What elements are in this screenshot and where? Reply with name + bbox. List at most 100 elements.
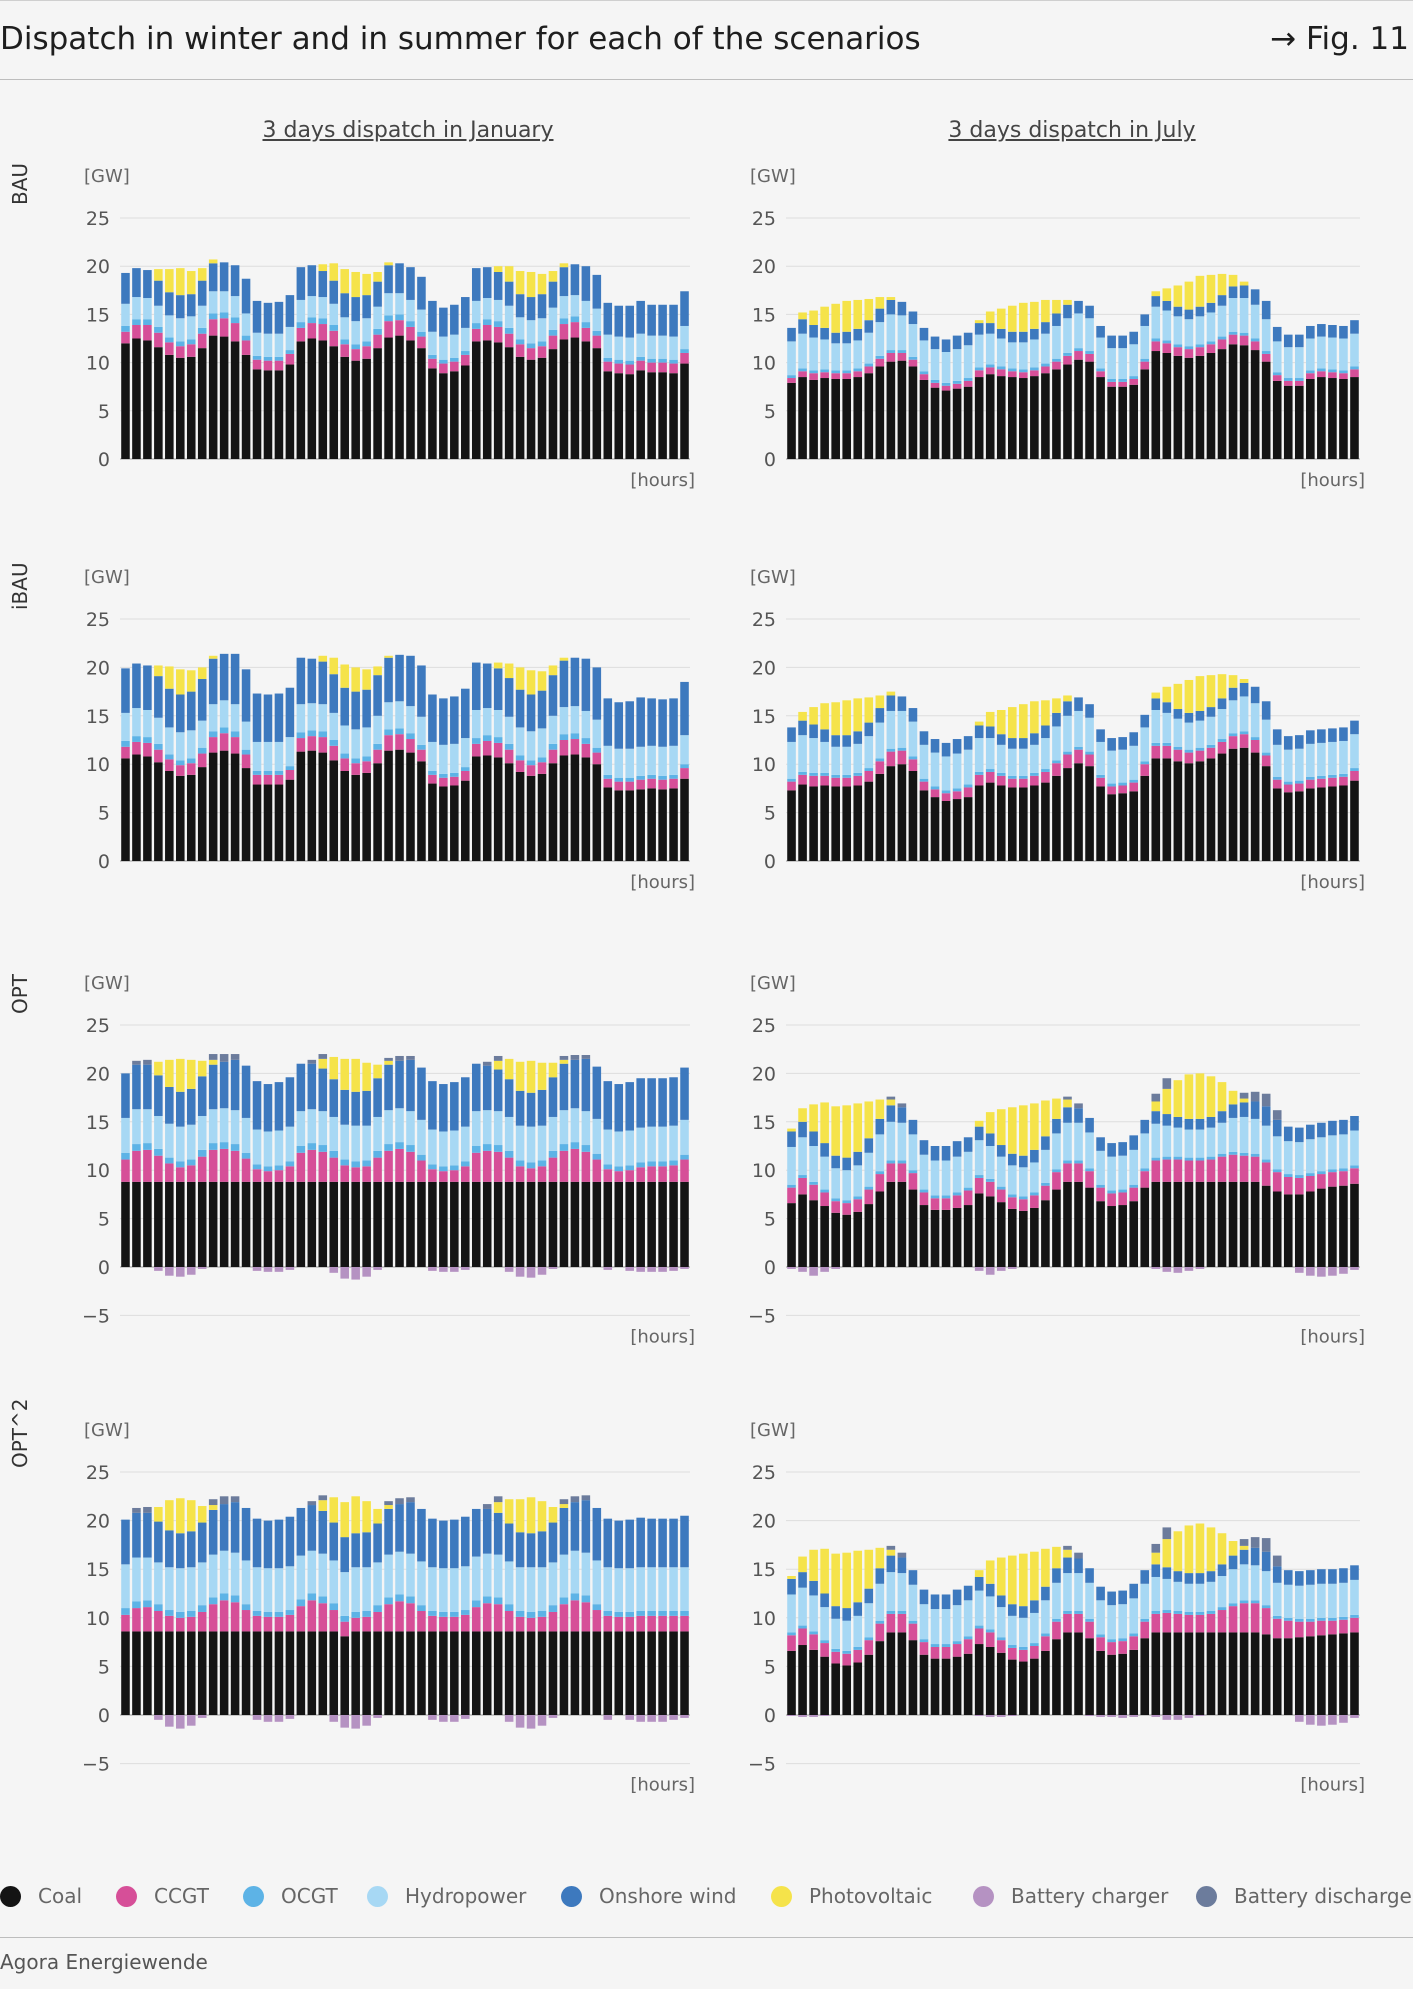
opt-2-july-bar-onshore-wind [1096, 1586, 1105, 1601]
opt-2-january-bar-onshore-wind [428, 1518, 437, 1568]
ibau-july-bar-photovoltaic [820, 703, 829, 730]
opt-july-bar-ocgt [1030, 1192, 1039, 1196]
opt-january-bar-ccgt [351, 1167, 360, 1182]
bau-july-bar-onshore-wind [1085, 305, 1094, 319]
bau-july-bar-photovoltaic [853, 299, 863, 329]
ibau-january-bar-onshore-wind [186, 691, 196, 731]
bau-july-bar-coal [886, 361, 896, 459]
ibau-july-bar-onshore-wind [1306, 730, 1315, 744]
opt-2-july-bar-coal [864, 1654, 874, 1715]
opt-2-january-bar-coal [274, 1631, 284, 1715]
bau-january-bar-onshore-wind [450, 304, 459, 335]
opt-2-january-bar-onshore-wind [165, 1530, 174, 1568]
opt-january-bar-onshore-wind [318, 1068, 328, 1112]
opt-july-bar-battery-charger [1195, 1267, 1205, 1269]
opt-july-bar-ocgt [842, 1200, 852, 1204]
bau-january-bar-ccgt [658, 362, 667, 373]
bau-january-bar-hydropower [329, 303, 339, 326]
opt-2-july-bar-ocgt [1261, 1605, 1271, 1609]
opt-july-bar-coal [1272, 1191, 1282, 1267]
opt-2-july-bar-onshore-wind [930, 1594, 940, 1610]
bau-july-bar-coal [1206, 352, 1216, 459]
opt-2-july-bar-ccgt [1195, 1614, 1205, 1633]
ibau-january-bar-coal [241, 768, 251, 861]
opt-july-bar-photovoltaic [1228, 1090, 1238, 1105]
ibau-january-bar-hydropower [296, 704, 306, 733]
bau-july-bar-coal [809, 379, 818, 459]
opt-july-bar-photovoltaic [1184, 1074, 1194, 1119]
bau-july-y-tick-label: 25 [752, 208, 776, 230]
opt-july-bar-ccgt [985, 1181, 995, 1197]
ibau-january-bar-coal [340, 770, 349, 861]
opt-january-bar-coal [450, 1181, 459, 1267]
opt-2-january-bar-ccgt [241, 1610, 251, 1632]
opt-2-july-bar-photovoltaic [1063, 1549, 1072, 1558]
opt-january-bar-hydropower [428, 1129, 437, 1165]
ibau-july-bar-onshore-wind [864, 722, 874, 737]
bau-january-bar-coal [406, 340, 415, 459]
opt-2-july-bar-ocgt [1140, 1618, 1150, 1622]
bau-july-bar-coal [941, 390, 951, 459]
bau-january-bar-hydropower [592, 308, 602, 331]
opt-july-bar-battery-discharger [1261, 1093, 1271, 1107]
ibau-july-bar-hydropower [1052, 726, 1061, 761]
opt-2-july-bar-coal [1195, 1632, 1205, 1715]
bau-january-bar-ccgt [263, 360, 273, 371]
bau-january-bar-photovoltaic [373, 271, 382, 282]
opt-2-july-bar-hydropower [1228, 1569, 1238, 1604]
bau-july-bar-onshore-wind [974, 323, 984, 335]
opt-2-july-bar-ocgt [820, 1640, 829, 1644]
opt-july-bar-onshore-wind [1239, 1102, 1249, 1117]
ibau-january-bar-ocgt [296, 732, 306, 739]
bau-january-bar-ocgt [197, 327, 207, 334]
bau-january-bar-photovoltaic [537, 273, 547, 295]
opt-2-january-bar-hydropower [428, 1567, 437, 1611]
opt-2-july-bar-hydropower [1250, 1565, 1260, 1601]
opt-2-july-bar-ocgt [1041, 1633, 1050, 1637]
opt-2-january-bar-photovoltaic [340, 1502, 349, 1538]
ibau-january-bar-ocgt [395, 728, 404, 735]
opt-july-bar-onshore-wind [1173, 1116, 1183, 1128]
opt-2-january-bar-photovoltaic [548, 1506, 558, 1523]
opt-january-bar-photovoltaic [165, 1059, 174, 1087]
bau-january-bar-ccgt [132, 325, 141, 339]
ibau-january-bar-hydropower [614, 748, 624, 778]
opt-2-july-bar-coal [1007, 1659, 1017, 1715]
opt-july-bar-hydropower [1217, 1122, 1227, 1154]
opt-july-bar-coal [1294, 1194, 1304, 1267]
bau-january-bar-coal [230, 341, 240, 459]
bau-july-bar-ccgt [1173, 347, 1183, 356]
bau-july-bar-coal [1173, 355, 1183, 459]
bau-july-bar-coal [1250, 350, 1260, 459]
ibau-july-bar-coal [1151, 758, 1161, 861]
opt-2-january-bar-hydropower [592, 1560, 602, 1605]
opt-2-july-bar-ocgt [1339, 1616, 1348, 1620]
opt-2-january-bar-coal [329, 1631, 339, 1715]
opt-january-bar-hydropower [493, 1111, 503, 1146]
bau-january-bar-onshore-wind [186, 294, 196, 317]
opt-july-bar-onshore-wind [963, 1137, 973, 1152]
opt-2-july-bar-battery-charger [974, 1715, 984, 1716]
opt-2-july-bar-onshore-wind [1052, 1568, 1061, 1583]
opt-january-bar-ocgt [395, 1142, 404, 1149]
opt-january-bar-photovoltaic [186, 1059, 196, 1089]
bau-january-bar-ocgt [680, 349, 689, 353]
opt-july-bar-ocgt [864, 1186, 874, 1190]
ibau-july-bar-ccgt [1030, 775, 1039, 786]
opt-july-bar-onshore-wind [1151, 1111, 1161, 1124]
bau-july-bar-photovoltaic [875, 297, 885, 309]
opt-2-july-bar-ocgt [1294, 1618, 1304, 1622]
ibau-july-bar-onshore-wind [1195, 710, 1205, 721]
opt-2-july-bar-onshore-wind [1085, 1568, 1094, 1583]
opt-2-july-bar-ccgt [1206, 1613, 1216, 1633]
opt-2-january-bar-ccgt [176, 1617, 185, 1632]
bau-july-bar-hydropower [1151, 306, 1161, 339]
ibau-january-bar-onshore-wind [208, 658, 218, 705]
opt-2-july-bar-coal [809, 1649, 818, 1715]
bau-july-bar-onshore-wind [1195, 306, 1205, 317]
bau-january-bar-onshore-wind [318, 271, 328, 298]
opt-july-bar-coal [798, 1194, 807, 1267]
bau-july-bar-ccgt [985, 367, 995, 375]
bau-july-bar-coal [875, 366, 885, 459]
opt-july-bar-coal [1184, 1181, 1194, 1267]
